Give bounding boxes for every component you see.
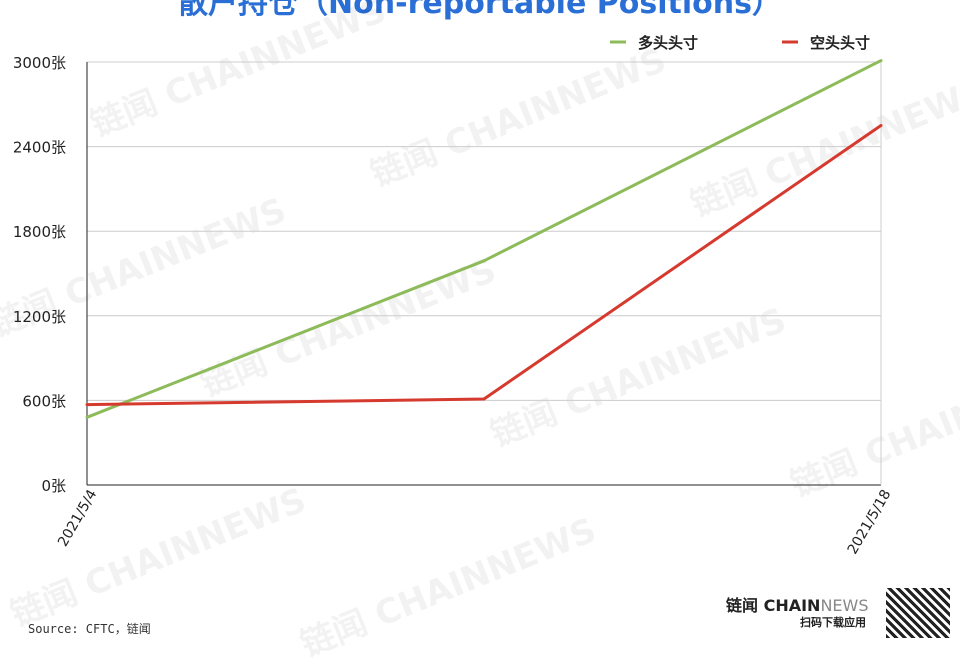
y-tick-label: 1200张 <box>13 308 66 326</box>
y-tick-label: 0张 <box>41 477 66 495</box>
data-point <box>879 123 883 127</box>
legend-label: 多头头寸 <box>638 34 698 52</box>
data-point <box>482 397 486 401</box>
download-text: 扫码下载应用 <box>800 616 866 629</box>
brand-cn: 链闻 <box>726 596 764 615</box>
y-tick-label: 1800张 <box>13 223 66 241</box>
data-point <box>85 415 89 419</box>
data-point <box>85 403 89 407</box>
y-tick-label: 2400张 <box>13 139 66 157</box>
y-tick-label: 3000张 <box>13 54 66 72</box>
brand-chain: CHAIN <box>763 596 821 615</box>
brand-logo: 链闻 CHAINNEWS <box>726 592 869 616</box>
y-tick-label: 600张 <box>22 392 66 410</box>
source-note: Source: CFTC，链闻 <box>28 622 151 636</box>
data-point <box>482 259 486 263</box>
x-tick-label: 2021/5/4 <box>55 487 100 550</box>
brand-news: NEWS <box>820 596 869 615</box>
legend-label: 空头头寸 <box>810 34 870 52</box>
qr-code <box>886 588 950 638</box>
data-point <box>879 59 883 63</box>
series-line-2 <box>86 124 882 407</box>
x-tick-label: 2021/5/18 <box>845 487 895 557</box>
series-line-1 <box>86 59 882 419</box>
chart-title: 散户持仓（Non-reportable Positions） <box>178 0 782 21</box>
line-chart: 0张 600张 1200张 1800张 2400张 3000张 2021/5/4 2021/5… <box>13 34 895 557</box>
